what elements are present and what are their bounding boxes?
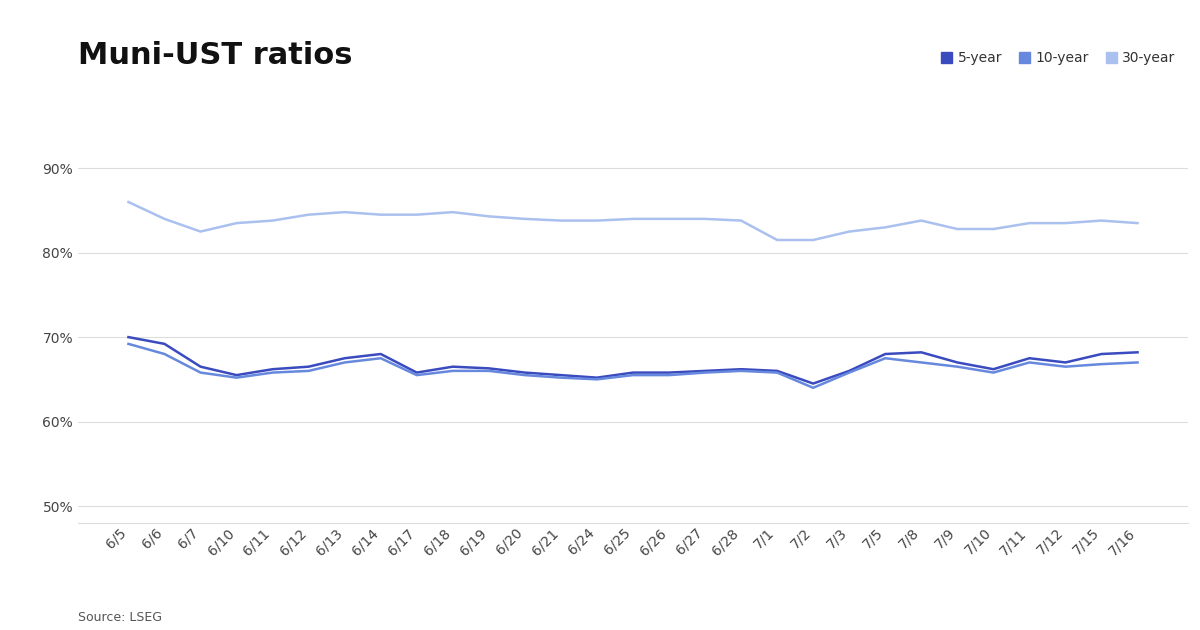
Text: Source: LSEG: Source: LSEG	[78, 610, 162, 624]
Legend: 5-year, 10-year, 30-year: 5-year, 10-year, 30-year	[936, 45, 1181, 71]
Text: Muni-UST ratios: Muni-UST ratios	[78, 40, 353, 69]
